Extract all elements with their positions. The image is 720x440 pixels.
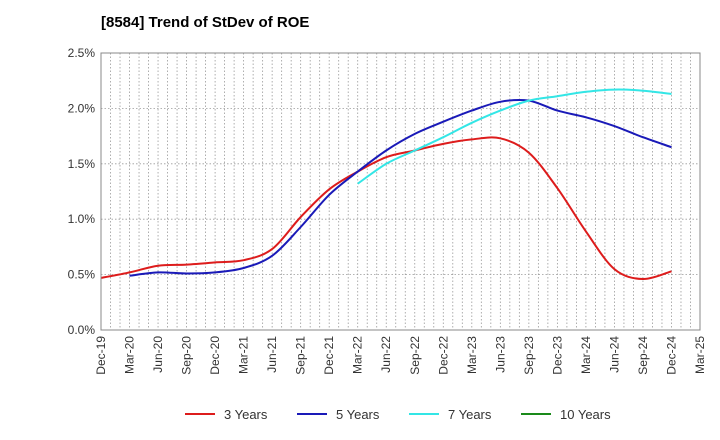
legend: 3 Years 5 Years 7 Years 10 Years bbox=[185, 407, 611, 422]
series-line bbox=[100, 136, 672, 281]
chart-title: [8584] Trend of StDev of ROE bbox=[101, 14, 309, 31]
x-tick-label: Dec-19 bbox=[94, 336, 108, 375]
x-tick-label: Mar-24 bbox=[579, 336, 593, 374]
x-tick-label: Mar-25 bbox=[693, 336, 707, 374]
y-tick-label: 0.5% bbox=[68, 268, 96, 282]
y-tick-label: 1.5% bbox=[68, 157, 96, 171]
grid bbox=[100, 52, 701, 331]
y-tick-label: 2.0% bbox=[68, 101, 96, 115]
x-tick-label: Dec-20 bbox=[208, 336, 222, 375]
series-line bbox=[357, 88, 672, 185]
series-line bbox=[129, 98, 672, 277]
x-tick-label: Jun-22 bbox=[379, 336, 393, 373]
x-tick-label: Sep-23 bbox=[522, 336, 536, 375]
x-tick-label: Dec-23 bbox=[550, 336, 564, 375]
y-tick-label: 0.0% bbox=[68, 323, 96, 337]
x-tick-label: Dec-21 bbox=[322, 336, 336, 375]
x-tick-label: Dec-24 bbox=[664, 336, 678, 375]
plot-area bbox=[100, 52, 701, 331]
x-tick-label: Sep-22 bbox=[408, 336, 422, 375]
x-tick-label: Sep-20 bbox=[180, 336, 194, 375]
x-tick-label: Mar-20 bbox=[123, 336, 137, 374]
x-tick-label: Jun-20 bbox=[151, 336, 165, 373]
y-tick-label: 1.0% bbox=[68, 212, 96, 226]
series-lines bbox=[100, 88, 672, 281]
x-tick-label: Jun-23 bbox=[493, 336, 507, 373]
y-tick-label: 2.5% bbox=[68, 46, 96, 60]
x-tick-label: Jun-24 bbox=[607, 336, 621, 373]
x-tick-label: Mar-21 bbox=[237, 336, 251, 374]
x-tick-label: Sep-21 bbox=[294, 336, 308, 375]
legend-label: 7 Years bbox=[448, 407, 492, 422]
x-axis: Dec-19 Mar-20 Jun-20 Sep-20 Dec-20 Mar-21 Jun-… bbox=[94, 336, 707, 375]
x-tick-label: Mar-23 bbox=[465, 336, 479, 374]
y-axis: 0.0% 0.5% 1.0% 1.5% 2.0% 2.5% bbox=[68, 46, 96, 337]
x-tick-label: Jun-21 bbox=[265, 336, 279, 373]
x-tick-label: Sep-24 bbox=[636, 336, 650, 375]
legend-label: 10 Years bbox=[560, 407, 611, 422]
legend-label: 5 Years bbox=[336, 407, 380, 422]
x-tick-label: Mar-22 bbox=[351, 336, 365, 374]
x-tick-label: Dec-22 bbox=[436, 336, 450, 375]
legend-label: 3 Years bbox=[224, 407, 268, 422]
